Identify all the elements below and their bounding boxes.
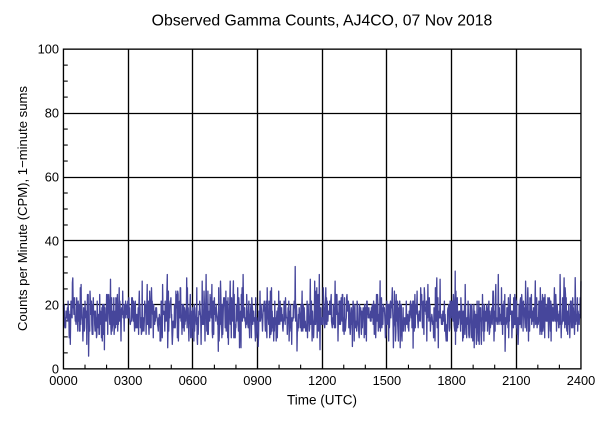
svg-text:Observed Gamma Counts, AJ4CO,: Observed Gamma Counts, AJ4CO, 07 Nov 201… bbox=[152, 12, 493, 29]
svg-text:2100: 2100 bbox=[502, 373, 530, 388]
svg-text:Counts per Minute (CPM), 1−min: Counts per Minute (CPM), 1−minute sums bbox=[15, 86, 30, 331]
svg-text:0: 0 bbox=[52, 362, 59, 377]
svg-text:2400: 2400 bbox=[567, 373, 595, 388]
svg-text:60: 60 bbox=[45, 170, 59, 185]
svg-text:0000: 0000 bbox=[49, 373, 77, 388]
svg-text:1500: 1500 bbox=[373, 373, 401, 388]
svg-text:80: 80 bbox=[45, 106, 59, 121]
svg-text:40: 40 bbox=[45, 234, 59, 249]
svg-text:20: 20 bbox=[45, 298, 59, 313]
svg-text:1800: 1800 bbox=[437, 373, 465, 388]
svg-text:Time (UTC): Time (UTC) bbox=[287, 393, 357, 408]
svg-text:0600: 0600 bbox=[179, 373, 207, 388]
svg-text:0900: 0900 bbox=[243, 373, 271, 388]
svg-text:1200: 1200 bbox=[308, 373, 336, 388]
svg-text:100: 100 bbox=[38, 42, 59, 57]
svg-text:0300: 0300 bbox=[114, 373, 142, 388]
